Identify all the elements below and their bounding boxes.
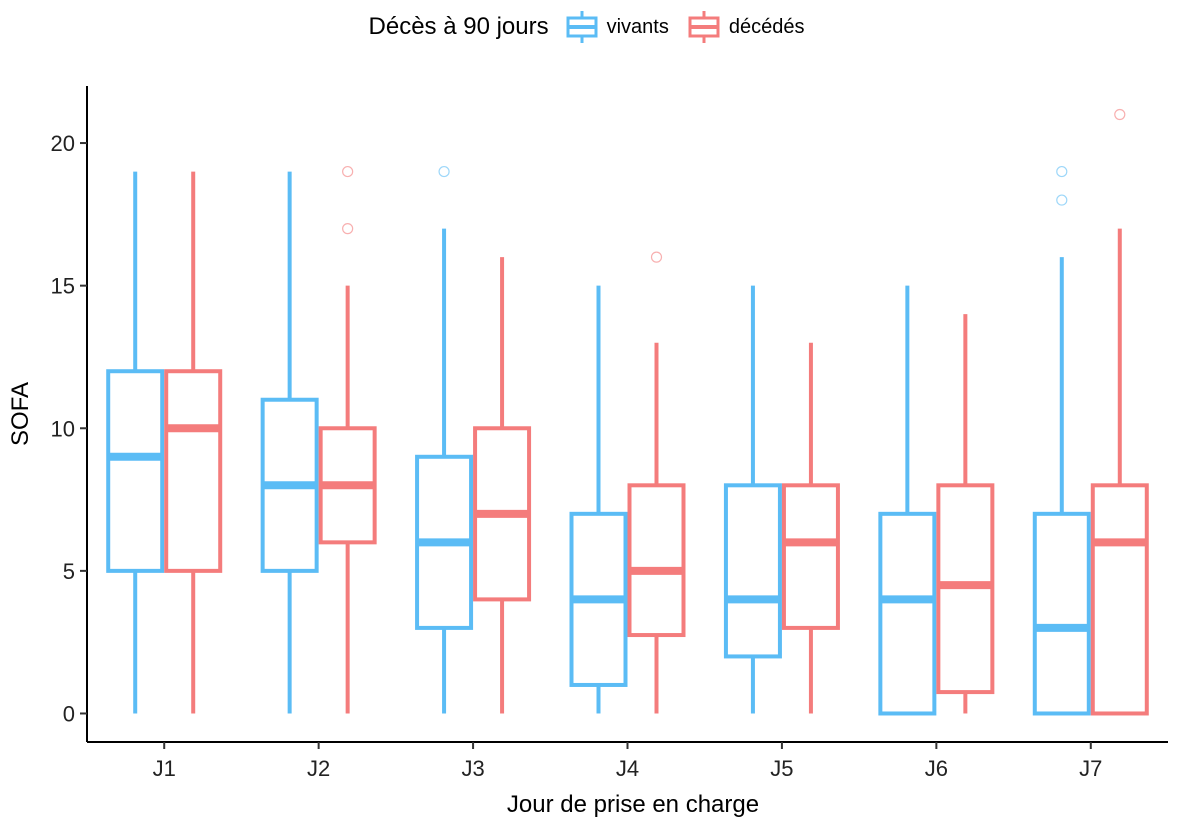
box-decedes-J1 bbox=[164, 171, 223, 714]
y-axis-label: SOFA bbox=[7, 382, 34, 446]
box-iqr bbox=[164, 369, 223, 573]
outlier-point bbox=[342, 223, 354, 235]
box-iqr bbox=[1090, 483, 1149, 716]
box-decedes-J6 bbox=[936, 314, 995, 714]
legend-label-vivants: vivants bbox=[606, 15, 669, 38]
axes-layer: 0 5 10 15 20 J1 J2 J3 J4 J5 J6 J7 bbox=[51, 86, 1168, 781]
legend-swatch-vivants bbox=[566, 11, 598, 43]
box-vivants-J7 bbox=[1032, 165, 1091, 716]
x-tick-label: J5 bbox=[770, 756, 793, 781]
box-iqr bbox=[781, 483, 840, 630]
outlier-point bbox=[438, 165, 450, 178]
y-tick-label: 5 bbox=[63, 559, 75, 584]
legend-title: Décès à 90 jours bbox=[368, 13, 549, 40]
box-iqr bbox=[1032, 511, 1091, 716]
boxes-layer bbox=[106, 108, 1149, 716]
box-iqr bbox=[878, 511, 937, 716]
x-tick-label: J4 bbox=[616, 756, 639, 781]
box-vivants-J1 bbox=[106, 171, 165, 714]
box-iqr bbox=[627, 483, 686, 638]
box-vivants-J4 bbox=[569, 285, 628, 714]
outlier-point bbox=[1056, 194, 1068, 206]
outlier-point bbox=[342, 165, 354, 178]
legend-label-decedes: décédés bbox=[728, 15, 805, 38]
box-decedes-J4 bbox=[627, 251, 686, 714]
box-vivants-J3 bbox=[415, 165, 474, 714]
box-vivants-J2 bbox=[260, 171, 319, 714]
x-tick-label: J3 bbox=[461, 756, 484, 781]
box-decedes-J3 bbox=[473, 257, 532, 714]
legend-item-decedes: décédés bbox=[687, 10, 805, 44]
legend-item-vivants: vivants bbox=[565, 10, 669, 44]
box-vivants-J5 bbox=[723, 285, 782, 714]
outlier-point bbox=[650, 251, 663, 263]
outlier-point bbox=[1114, 108, 1126, 121]
x-tick-label: J2 bbox=[307, 756, 330, 781]
x-tick-label: J7 bbox=[1079, 756, 1102, 781]
y-tick-label: 15 bbox=[51, 274, 75, 299]
x-axis-label: Jour de prise en charge bbox=[507, 791, 759, 818]
box-vivants-J6 bbox=[878, 285, 937, 716]
y-tick-label: 10 bbox=[51, 416, 75, 441]
y-tick-label: 20 bbox=[51, 131, 75, 156]
legend-swatch-decedes bbox=[688, 11, 720, 43]
x-tick-label: J6 bbox=[925, 756, 948, 781]
box-decedes-J5 bbox=[781, 342, 840, 714]
y-tick-label: 0 bbox=[63, 701, 75, 726]
box-decedes-J2 bbox=[318, 165, 377, 714]
box-iqr bbox=[723, 483, 782, 659]
legend: Décès à 90 jours vivants décédés bbox=[0, 0, 1181, 54]
box-decedes-J7 bbox=[1090, 108, 1149, 716]
outlier-point bbox=[1056, 165, 1068, 178]
x-tick-label: J1 bbox=[153, 756, 176, 781]
box-iqr bbox=[106, 369, 165, 573]
